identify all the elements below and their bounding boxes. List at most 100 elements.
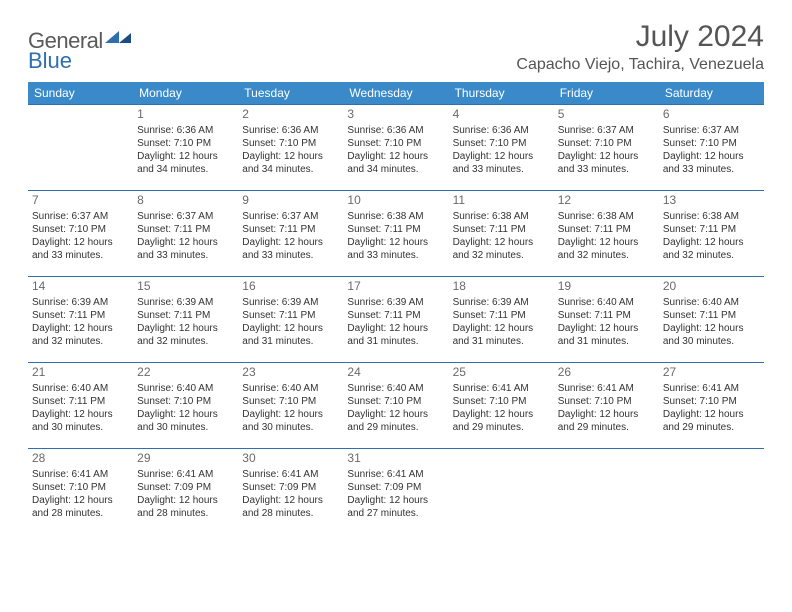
cell-text: and 32 minutes. <box>32 335 129 348</box>
cell-text: Sunset: 7:11 PM <box>32 395 129 408</box>
calendar-cell: 16Sunrise: 6:39 AMSunset: 7:11 PMDayligh… <box>238 277 343 363</box>
calendar-cell: 4Sunrise: 6:36 AMSunset: 7:10 PMDaylight… <box>449 105 554 191</box>
cell-text: and 28 minutes. <box>242 507 339 520</box>
cell-text: and 33 minutes. <box>137 249 234 262</box>
calendar-cell: 27Sunrise: 6:41 AMSunset: 7:10 PMDayligh… <box>659 363 764 449</box>
day-number: 30 <box>242 451 339 467</box>
cell-text: Daylight: 12 hours <box>137 236 234 249</box>
cell-text: Sunrise: 6:41 AM <box>32 468 129 481</box>
calendar-cell: 14Sunrise: 6:39 AMSunset: 7:11 PMDayligh… <box>28 277 133 363</box>
cell-text: and 29 minutes. <box>347 421 444 434</box>
cell-text: Daylight: 12 hours <box>347 494 444 507</box>
cell-text: Daylight: 12 hours <box>242 322 339 335</box>
cell-text: Sunset: 7:11 PM <box>137 309 234 322</box>
day-number: 13 <box>663 193 760 209</box>
cell-text: Sunset: 7:09 PM <box>242 481 339 494</box>
cell-text: and 32 minutes. <box>663 249 760 262</box>
calendar-row: 7Sunrise: 6:37 AMSunset: 7:10 PMDaylight… <box>28 191 764 277</box>
calendar-cell: 9Sunrise: 6:37 AMSunset: 7:11 PMDaylight… <box>238 191 343 277</box>
cell-text: and 33 minutes. <box>558 163 655 176</box>
day-number: 31 <box>347 451 444 467</box>
cell-text: Sunrise: 6:39 AM <box>32 296 129 309</box>
day-number: 15 <box>137 279 234 295</box>
calendar-cell: 18Sunrise: 6:39 AMSunset: 7:11 PMDayligh… <box>449 277 554 363</box>
calendar-cell: 19Sunrise: 6:40 AMSunset: 7:11 PMDayligh… <box>554 277 659 363</box>
cell-text: and 34 minutes. <box>137 163 234 176</box>
cell-text: Daylight: 12 hours <box>558 408 655 421</box>
cell-text: and 33 minutes. <box>32 249 129 262</box>
calendar-row: 14Sunrise: 6:39 AMSunset: 7:11 PMDayligh… <box>28 277 764 363</box>
cell-text: Sunset: 7:10 PM <box>32 481 129 494</box>
cell-text: Sunset: 7:11 PM <box>32 309 129 322</box>
cell-text: and 29 minutes. <box>663 421 760 434</box>
day-number: 14 <box>32 279 129 295</box>
calendar-cell: 13Sunrise: 6:38 AMSunset: 7:11 PMDayligh… <box>659 191 764 277</box>
day-number: 25 <box>453 365 550 381</box>
cell-text: Daylight: 12 hours <box>32 408 129 421</box>
day-number: 16 <box>242 279 339 295</box>
cell-text: Sunset: 7:09 PM <box>137 481 234 494</box>
cell-text: Daylight: 12 hours <box>453 150 550 163</box>
cell-text: Sunrise: 6:39 AM <box>242 296 339 309</box>
day-number: 24 <box>347 365 444 381</box>
cell-text: Sunrise: 6:40 AM <box>347 382 444 395</box>
calendar-cell: 7Sunrise: 6:37 AMSunset: 7:10 PMDaylight… <box>28 191 133 277</box>
cell-text: Sunrise: 6:40 AM <box>242 382 339 395</box>
day-number: 29 <box>137 451 234 467</box>
cell-text: and 30 minutes. <box>32 421 129 434</box>
calendar-cell: 22Sunrise: 6:40 AMSunset: 7:10 PMDayligh… <box>133 363 238 449</box>
cell-text: Sunset: 7:11 PM <box>558 223 655 236</box>
cell-text: Sunset: 7:10 PM <box>347 395 444 408</box>
day-number: 19 <box>558 279 655 295</box>
cell-text: Sunset: 7:11 PM <box>242 223 339 236</box>
cell-text: Sunset: 7:11 PM <box>663 223 760 236</box>
day-number: 23 <box>242 365 339 381</box>
logo-text-2: Blue <box>28 48 72 74</box>
calendar-cell: 30Sunrise: 6:41 AMSunset: 7:09 PMDayligh… <box>238 449 343 535</box>
cell-text: and 33 minutes. <box>663 163 760 176</box>
cell-text: Sunrise: 6:37 AM <box>663 124 760 137</box>
day-number: 6 <box>663 107 760 123</box>
cell-text: Daylight: 12 hours <box>558 236 655 249</box>
cell-text: Sunset: 7:11 PM <box>453 309 550 322</box>
day-number: 17 <box>347 279 444 295</box>
day-number: 2 <box>242 107 339 123</box>
cell-text: Sunrise: 6:41 AM <box>347 468 444 481</box>
cell-text: Sunrise: 6:37 AM <box>558 124 655 137</box>
calendar-cell: 17Sunrise: 6:39 AMSunset: 7:11 PMDayligh… <box>343 277 448 363</box>
weekday-header: Tuesday <box>238 82 343 105</box>
cell-text: and 34 minutes. <box>347 163 444 176</box>
cell-text: Sunrise: 6:38 AM <box>663 210 760 223</box>
cell-text: Sunset: 7:10 PM <box>663 137 760 150</box>
day-number: 10 <box>347 193 444 209</box>
cell-text: and 30 minutes. <box>137 421 234 434</box>
cell-text: Sunrise: 6:37 AM <box>32 210 129 223</box>
cell-text: and 34 minutes. <box>242 163 339 176</box>
cell-text: Daylight: 12 hours <box>347 150 444 163</box>
cell-text: Daylight: 12 hours <box>453 236 550 249</box>
cell-text: Sunset: 7:10 PM <box>137 137 234 150</box>
weekday-header: Friday <box>554 82 659 105</box>
day-number: 1 <box>137 107 234 123</box>
cell-text: Sunset: 7:11 PM <box>242 309 339 322</box>
calendar-cell <box>659 449 764 535</box>
cell-text: Sunrise: 6:40 AM <box>137 382 234 395</box>
cell-text: Daylight: 12 hours <box>558 150 655 163</box>
day-number: 28 <box>32 451 129 467</box>
cell-text: and 31 minutes. <box>242 335 339 348</box>
cell-text: Sunrise: 6:41 AM <box>137 468 234 481</box>
calendar-cell: 11Sunrise: 6:38 AMSunset: 7:11 PMDayligh… <box>449 191 554 277</box>
cell-text: Sunrise: 6:36 AM <box>137 124 234 137</box>
cell-text: and 31 minutes. <box>453 335 550 348</box>
cell-text: Daylight: 12 hours <box>137 408 234 421</box>
cell-text: and 30 minutes. <box>242 421 339 434</box>
calendar-cell: 28Sunrise: 6:41 AMSunset: 7:10 PMDayligh… <box>28 449 133 535</box>
calendar-cell: 8Sunrise: 6:37 AMSunset: 7:11 PMDaylight… <box>133 191 238 277</box>
cell-text: Sunrise: 6:38 AM <box>453 210 550 223</box>
cell-text: Sunrise: 6:41 AM <box>663 382 760 395</box>
calendar-cell: 20Sunrise: 6:40 AMSunset: 7:11 PMDayligh… <box>659 277 764 363</box>
cell-text: and 33 minutes. <box>453 163 550 176</box>
day-number: 4 <box>453 107 550 123</box>
cell-text: and 29 minutes. <box>453 421 550 434</box>
cell-text: Sunrise: 6:36 AM <box>453 124 550 137</box>
